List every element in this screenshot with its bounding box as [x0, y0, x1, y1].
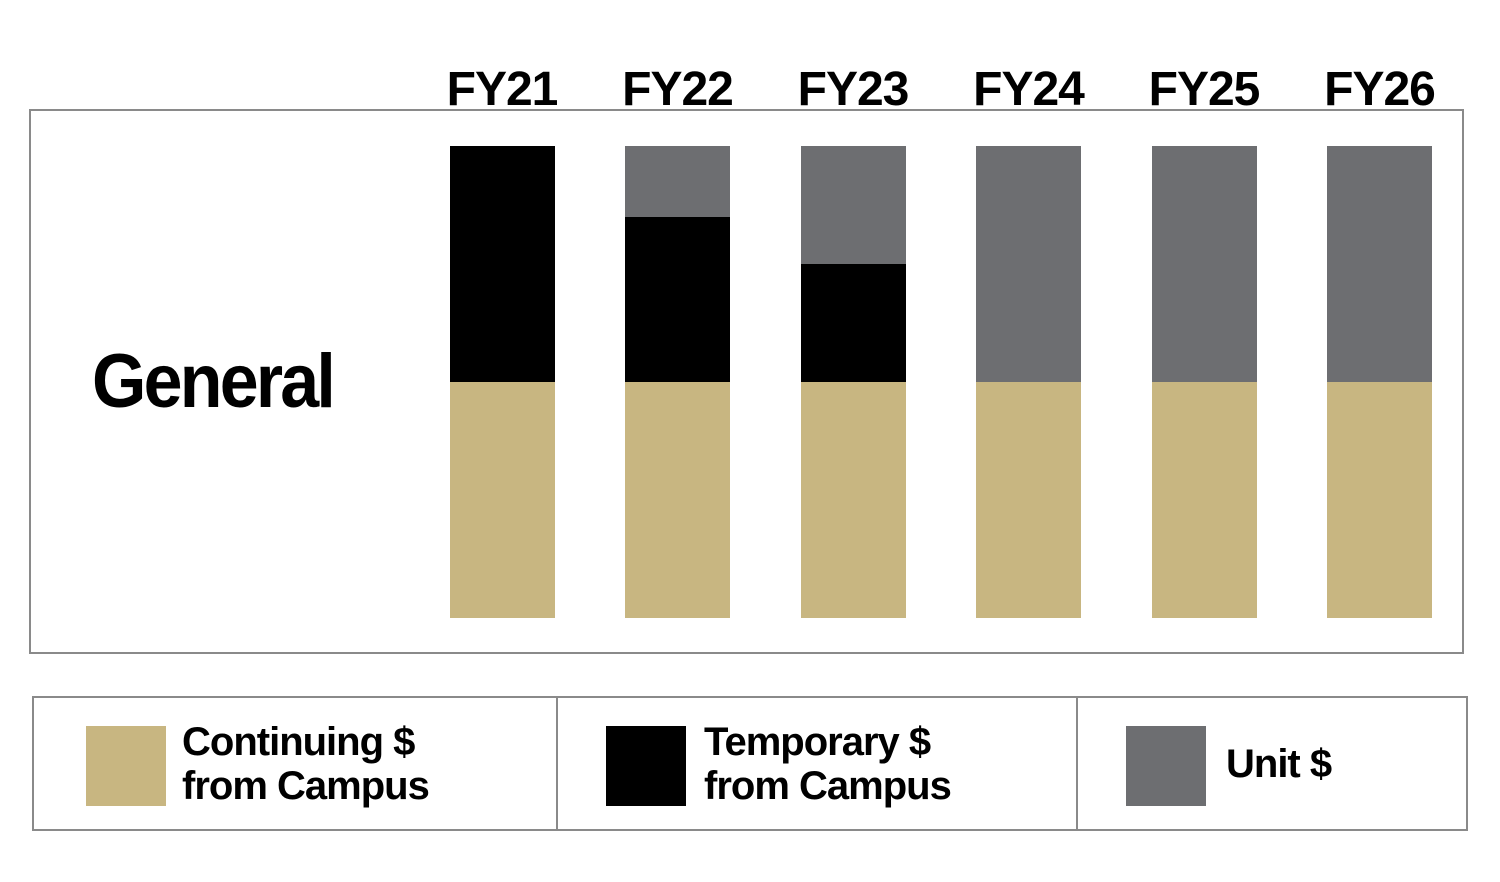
legend-swatch-continuing — [86, 726, 166, 806]
bar-fy23-series-0 — [800, 382, 906, 618]
bar-fy22-series-2 — [625, 146, 730, 217]
tick-label-fy23: FY23 — [797, 63, 910, 116]
legend: Continuing $ from Campus Temporary $ fro… — [32, 696, 1468, 831]
tick-label-fy24: FY24 — [973, 63, 1085, 116]
legend-label-temporary: Temporary $ from Campus — [704, 720, 952, 808]
bar-fy22-series-1 — [625, 216, 730, 382]
tick-label-fy22: FY22 — [622, 63, 734, 116]
legend-label-continuing: Continuing $ from Campus — [182, 720, 430, 808]
tick-label-fy26: FY26 — [1324, 63, 1436, 116]
bar-fy22-series-0 — [625, 382, 730, 618]
legend-label-unit: Unit $ — [1226, 742, 1332, 786]
bar-fy26-series-2 — [1327, 146, 1432, 382]
bar-fy24-series-0 — [976, 382, 1081, 618]
bar-fy25-series-0 — [1151, 382, 1257, 618]
tick-label-fy21: FY21 — [446, 63, 559, 116]
legend-divider — [1076, 698, 1078, 829]
bar-fy23-series-2 — [800, 146, 906, 264]
row-label: General — [92, 339, 336, 424]
bar-fy23-series-1 — [800, 264, 906, 382]
bar-fy21-series-1 — [449, 146, 555, 382]
legend-swatch-unit — [1126, 726, 1206, 806]
bar-fy21-series-0 — [449, 382, 555, 618]
bar-fy26-series-0 — [1327, 382, 1432, 618]
tick-label-fy25: FY25 — [1148, 63, 1261, 116]
bar-fy25-series-2 — [1151, 146, 1257, 382]
legend-divider — [556, 698, 558, 829]
legend-swatch-temporary — [606, 726, 686, 806]
bar-fy24-series-2 — [976, 146, 1081, 382]
